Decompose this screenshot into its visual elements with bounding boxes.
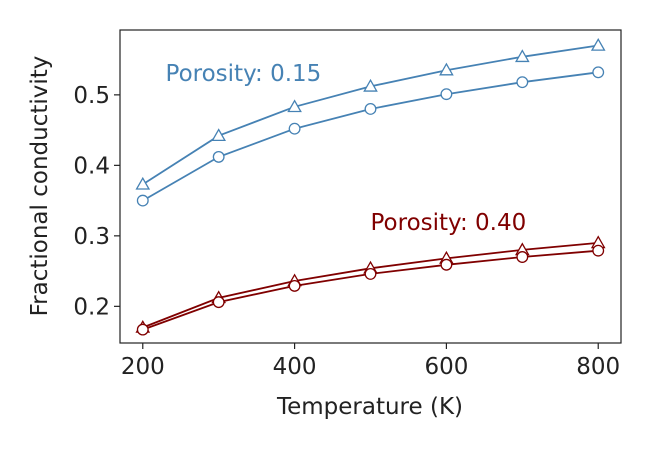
data-point-circle xyxy=(592,66,605,79)
y-tick-label: 0.3 xyxy=(73,224,110,250)
annotations: Porosity: 0.15 Porosity: 0.40 xyxy=(166,61,527,236)
y-tick-label: 0.2 xyxy=(73,294,110,320)
series-markers xyxy=(135,37,606,336)
x-tick-label: 600 xyxy=(424,354,468,380)
data-point-triangle xyxy=(439,62,454,76)
data-point-triangle xyxy=(287,99,302,113)
data-point-circle xyxy=(516,76,529,89)
data-point-circle xyxy=(364,267,377,280)
y-axis-title: Fractional conductivity xyxy=(27,56,53,317)
data-point-circle xyxy=(364,103,377,115)
data-point-circle xyxy=(212,150,225,163)
porosity-annotation: Porosity: 0.15 xyxy=(166,61,322,87)
data-point-triangle xyxy=(590,37,606,51)
data-point-circle xyxy=(440,88,453,101)
x-tick-label: 200 xyxy=(121,354,165,380)
data-point-triangle xyxy=(514,49,530,63)
x-tick-label: 800 xyxy=(576,354,620,380)
data-point-circle xyxy=(136,194,149,207)
y-tick-label: 0.4 xyxy=(73,153,110,179)
data-point-circle xyxy=(136,323,149,336)
data-point-circle xyxy=(212,296,225,309)
data-point-circle xyxy=(288,279,301,292)
data-point-circle xyxy=(440,258,453,271)
data-point-circle xyxy=(288,122,301,135)
x-tick-label: 400 xyxy=(273,354,317,380)
porosity-annotation: Porosity: 0.40 xyxy=(371,210,527,236)
plot-frame xyxy=(119,29,622,344)
data-point-circle xyxy=(592,244,605,257)
y-tick-label: 0.5 xyxy=(73,83,110,109)
data-point-triangle xyxy=(135,176,151,190)
x-axis-title: Temperature (K) xyxy=(276,394,463,420)
data-point-triangle xyxy=(363,78,378,92)
data-point-triangle xyxy=(211,128,227,142)
data-point-circle xyxy=(516,251,529,263)
axis-ticks: 200 400 600 800 0.2 0.3 0.4 0.5 xyxy=(73,83,620,380)
